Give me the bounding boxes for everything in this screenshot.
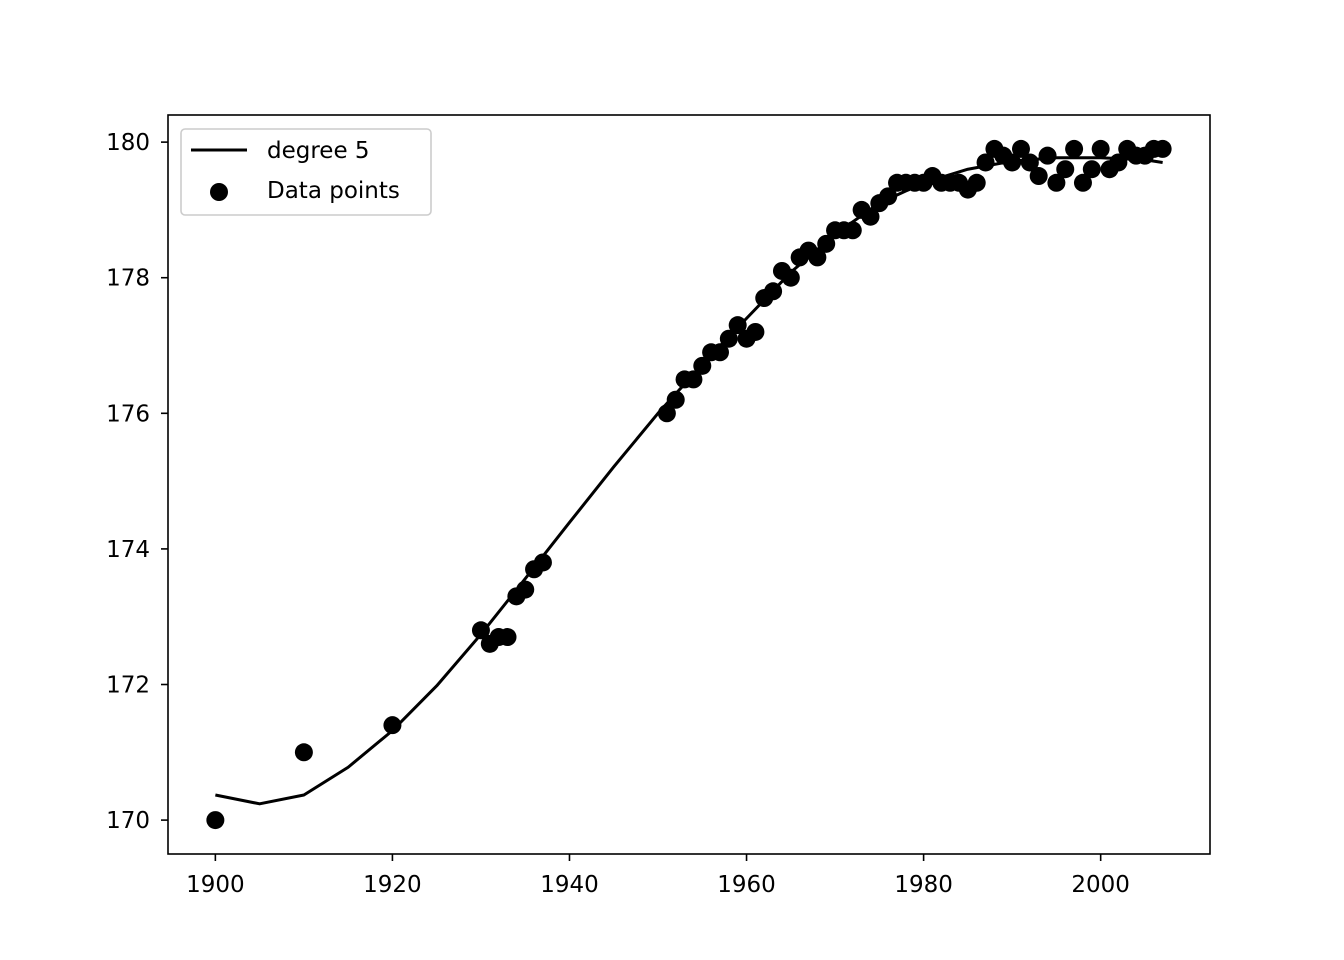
y-tick-label: 174 (106, 537, 150, 563)
data-point (764, 282, 783, 301)
data-point (1153, 139, 1172, 158)
data-point (861, 207, 880, 226)
data-point (1065, 139, 1084, 158)
data-point (1109, 153, 1128, 172)
data-point (516, 580, 535, 599)
data-point (657, 404, 676, 423)
legend-label-line: degree 5 (267, 138, 370, 164)
data-point (1020, 153, 1039, 172)
data-point (1082, 160, 1101, 179)
data-point (1038, 146, 1057, 165)
y-tick-label: 180 (106, 130, 150, 156)
data-point (728, 316, 747, 335)
data-point (781, 268, 800, 287)
data-point (719, 329, 738, 348)
data-point (843, 221, 862, 240)
y-tick-label: 176 (106, 401, 150, 427)
data-point (967, 173, 986, 192)
y-tick-label: 178 (106, 266, 150, 292)
data-point (1047, 173, 1066, 192)
x-tick-label: 2000 (1071, 872, 1130, 898)
data-point (206, 811, 225, 830)
y-axis: 170 172 174 176 178 180 (106, 130, 168, 834)
data-point (1091, 139, 1110, 158)
data-point (666, 390, 685, 409)
x-tick-label: 1920 (363, 872, 422, 898)
x-tick-label: 1940 (540, 872, 599, 898)
legend-label-points: Data points (267, 178, 400, 204)
x-tick-label: 1960 (717, 872, 776, 898)
y-tick-label: 172 (106, 673, 150, 699)
data-point (693, 356, 712, 375)
data-point (710, 343, 729, 362)
data-point (808, 248, 827, 267)
legend-point-swatch (210, 183, 228, 201)
x-axis: 1900 1920 1940 1960 1980 2000 (186, 854, 1130, 898)
data-point (746, 322, 765, 341)
data-point (1073, 173, 1092, 192)
plot-frame (167, 114, 1211, 855)
data-point (471, 621, 490, 640)
y-tick-label: 170 (106, 808, 150, 834)
data-point (1029, 167, 1048, 186)
data-point (684, 370, 703, 389)
data-point (383, 716, 402, 735)
plot-area (168, 115, 1210, 854)
plot-marks (206, 139, 1172, 830)
data-point (817, 234, 836, 253)
data-point (533, 553, 552, 572)
x-tick-label: 1900 (186, 872, 245, 898)
data-point (498, 628, 517, 647)
data-point (294, 743, 313, 762)
data-point (976, 153, 995, 172)
legend: degree 5 Data points (180, 128, 432, 216)
data-point (1011, 139, 1030, 158)
data-point (879, 187, 898, 206)
x-tick-label: 1980 (894, 872, 953, 898)
data-point (1003, 153, 1022, 172)
data-point (1056, 160, 1075, 179)
